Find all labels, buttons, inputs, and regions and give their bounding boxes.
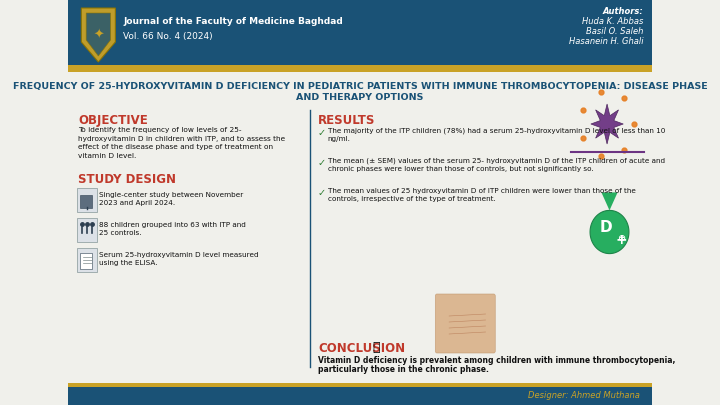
Text: Journal of the Faculty of Medicine Baghdad: Journal of the Faculty of Medicine Baghd…: [123, 17, 343, 26]
FancyBboxPatch shape: [68, 0, 652, 65]
Text: FREQUENCY OF 25-HYDROXYVITAMIN D DEFICIENCY IN PEDIATRIC PATIENTS WITH IMMUNE TH: FREQUENCY OF 25-HYDROXYVITAMIN D DEFICIE…: [13, 81, 707, 90]
Text: controls, irrespective of the type of treatment.: controls, irrespective of the type of tr…: [328, 196, 495, 202]
Text: OBJECTIVE: OBJECTIVE: [78, 114, 148, 127]
Text: using the ELISA.: using the ELISA.: [99, 260, 158, 266]
Text: ⊕: ⊕: [617, 233, 625, 243]
Text: Serum 25-hydroxyvitamin D level measured: Serum 25-hydroxyvitamin D level measured: [99, 252, 258, 258]
Text: ✦: ✦: [93, 28, 104, 41]
Text: To identify the frequency of low levels of 25-: To identify the frequency of low levels …: [78, 127, 242, 133]
Text: Designer: Ahmed Muthana: Designer: Ahmed Muthana: [528, 392, 640, 401]
Text: ✓: ✓: [318, 158, 326, 168]
Text: 💡: 💡: [372, 341, 380, 354]
Polygon shape: [86, 13, 110, 56]
Text: The mean values of 25 hydroxyvitamin D of ITP children were lower than those of : The mean values of 25 hydroxyvitamin D o…: [328, 188, 636, 194]
Polygon shape: [601, 192, 618, 211]
Polygon shape: [590, 211, 629, 254]
Text: +: +: [615, 233, 626, 247]
FancyBboxPatch shape: [77, 218, 96, 242]
Text: Single-center study between November: Single-center study between November: [99, 192, 243, 198]
Text: AND THERAPY OPTIONS: AND THERAPY OPTIONS: [297, 94, 423, 102]
Text: CONCLUSION: CONCLUSION: [318, 342, 405, 355]
Text: 25 controls.: 25 controls.: [99, 230, 142, 236]
Text: Vol. 66 No. 4 (2024): Vol. 66 No. 4 (2024): [123, 32, 213, 40]
Text: hydroxyvitamin D in children with ITP, and to assess the: hydroxyvitamin D in children with ITP, a…: [78, 136, 285, 141]
FancyBboxPatch shape: [77, 188, 96, 212]
Text: 88 children grouped into 63 with ITP and: 88 children grouped into 63 with ITP and: [99, 222, 246, 228]
Text: ✓: ✓: [318, 188, 326, 198]
FancyBboxPatch shape: [68, 65, 652, 72]
FancyBboxPatch shape: [68, 383, 652, 387]
FancyBboxPatch shape: [436, 294, 495, 353]
Text: The mean (± SEM) values of the serum 25- hydroxyvitamin D of the ITP children of: The mean (± SEM) values of the serum 25-…: [328, 158, 665, 164]
Text: Huda K. Abbas: Huda K. Abbas: [582, 17, 644, 26]
Text: effect of the disease phase and type of treatment on: effect of the disease phase and type of …: [78, 144, 273, 150]
Text: Hasanein H. Ghali: Hasanein H. Ghali: [569, 38, 644, 47]
Polygon shape: [591, 104, 624, 144]
Text: 2023 and April 2024.: 2023 and April 2024.: [99, 200, 175, 206]
FancyBboxPatch shape: [68, 387, 652, 405]
Text: ✓: ✓: [318, 128, 326, 138]
Text: Authors:: Authors:: [603, 8, 644, 17]
Text: D: D: [600, 220, 613, 235]
FancyBboxPatch shape: [80, 194, 92, 207]
Text: The majority of the ITP children (78%) had a serum 25-hydroxyvitamin D level of : The majority of the ITP children (78%) h…: [328, 128, 665, 134]
Text: ng/ml.: ng/ml.: [328, 136, 351, 142]
Text: STUDY DESIGN: STUDY DESIGN: [78, 173, 176, 186]
Text: chronic phases were lower than those of controls, but not significantly so.: chronic phases were lower than those of …: [328, 166, 593, 172]
Polygon shape: [81, 8, 115, 62]
Text: Basil O. Saleh: Basil O. Saleh: [586, 28, 644, 36]
Text: RESULTS: RESULTS: [318, 114, 375, 127]
FancyBboxPatch shape: [77, 248, 96, 272]
FancyBboxPatch shape: [80, 252, 92, 269]
Text: particularly those in the chronic phase.: particularly those in the chronic phase.: [318, 365, 489, 374]
Text: vitamin D level.: vitamin D level.: [78, 153, 137, 158]
Text: Vitamin D deficiency is prevalent among children with immune thrombocytopenia,: Vitamin D deficiency is prevalent among …: [318, 356, 675, 365]
